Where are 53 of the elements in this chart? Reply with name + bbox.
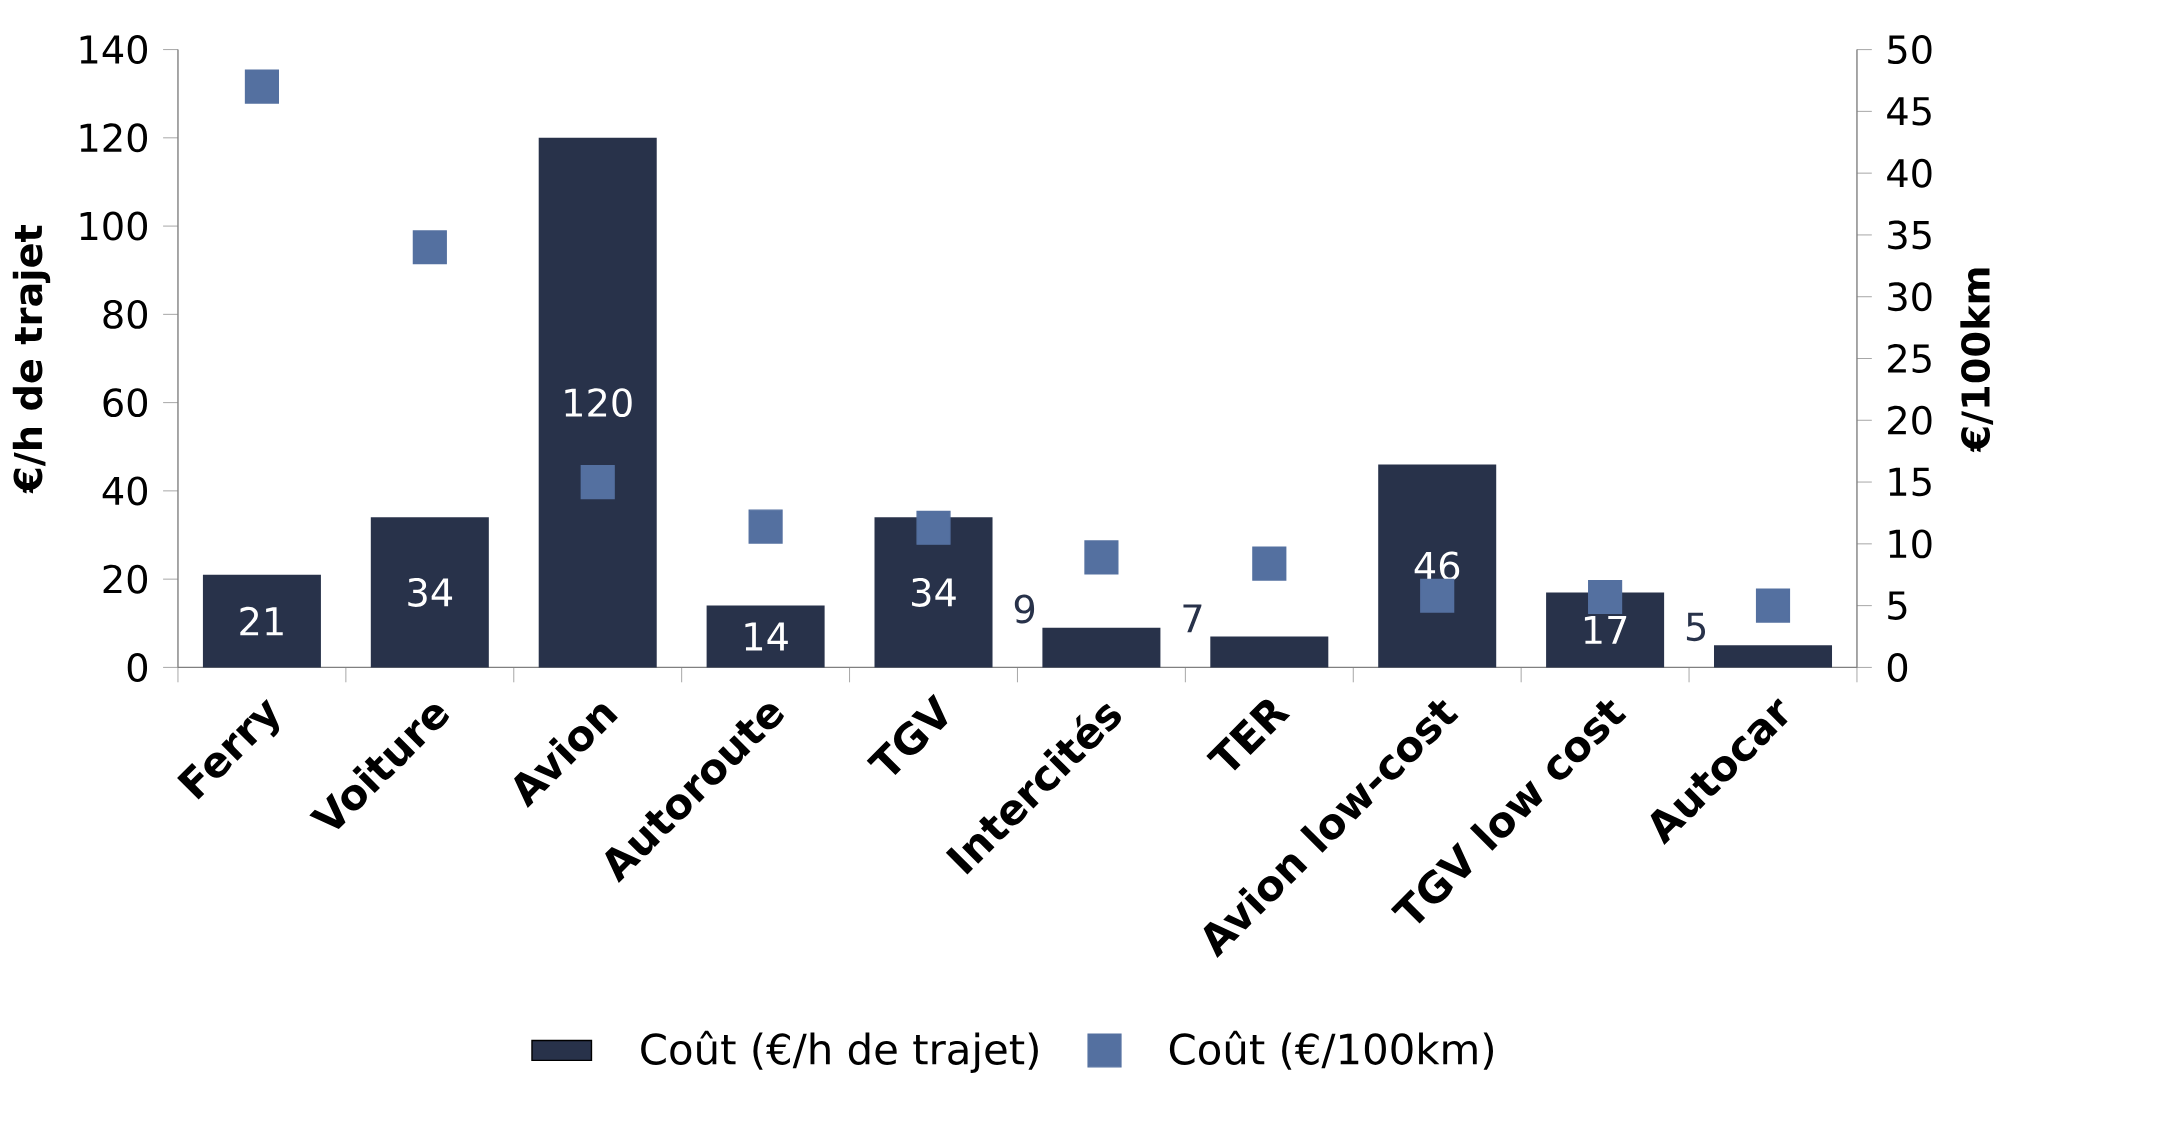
y-tick-label: 80 — [103, 299, 148, 329]
data-label: 17 — [1584, 615, 1627, 644]
point — [412, 229, 447, 265]
bar — [370, 517, 489, 668]
bar — [538, 137, 657, 668]
y2-tick-label: 45 — [1887, 96, 1931, 126]
y-tick-label: 40 — [102, 476, 148, 506]
y2-tick-label: 35 — [1888, 220, 1931, 250]
y-axis-title: €/h de trajet — [12, 224, 51, 494]
bar — [874, 517, 993, 668]
bar — [202, 574, 321, 668]
point — [1252, 546, 1287, 581]
point — [748, 509, 783, 544]
data-label: 21 — [240, 606, 283, 636]
data-label: 7 — [1183, 604, 1202, 633]
data-label: 120 — [565, 387, 632, 417]
point — [1084, 540, 1119, 575]
bar — [1210, 636, 1329, 668]
y2-axis-title: €/100km — [1960, 268, 1994, 453]
y2-tick-label: 40 — [1887, 158, 1932, 188]
point — [1588, 579, 1623, 614]
bar — [1714, 645, 1833, 668]
data-label: 34 — [912, 577, 956, 607]
data-label: 34 — [408, 577, 453, 607]
y-tick-label: 60 — [103, 387, 148, 417]
y2-tick-label: 10 — [1889, 529, 1932, 559]
bar — [1378, 464, 1497, 668]
data-label: 14 — [745, 622, 788, 651]
point — [1755, 588, 1791, 623]
y2-tick-label: 50 — [1888, 34, 1932, 64]
y-tick-label: 20 — [103, 564, 148, 594]
y2-tick-label: 5 — [1888, 591, 1907, 620]
y2-tick-label: 20 — [1888, 405, 1932, 435]
y2-tick-label: 25 — [1888, 343, 1931, 373]
y2-tick-label: 30 — [1888, 282, 1932, 311]
y-tick-label: 100 — [80, 211, 148, 241]
bar — [1042, 627, 1161, 668]
y2-tick-label: 15 — [1889, 467, 1931, 497]
y2-tick-label: 0 — [1887, 652, 1908, 682]
y-tick-label: 0 — [127, 652, 148, 682]
legend-label: Coût (€/100km) — [1169, 1030, 1494, 1070]
legend-label: Coût (€/h de trajet) — [641, 1030, 1038, 1073]
y-tick-label: 140 — [80, 34, 148, 64]
x-tick-label: TER — [1206, 699, 1291, 771]
point — [916, 510, 951, 545]
data-label: 46 — [1414, 551, 1460, 581]
data-label: 5 — [1686, 612, 1706, 641]
point — [244, 69, 279, 104]
bar — [706, 605, 825, 668]
data-label: 9 — [1014, 594, 1035, 624]
y-tick-label: 120 — [80, 123, 148, 153]
point — [1420, 578, 1455, 613]
point — [580, 464, 615, 499]
